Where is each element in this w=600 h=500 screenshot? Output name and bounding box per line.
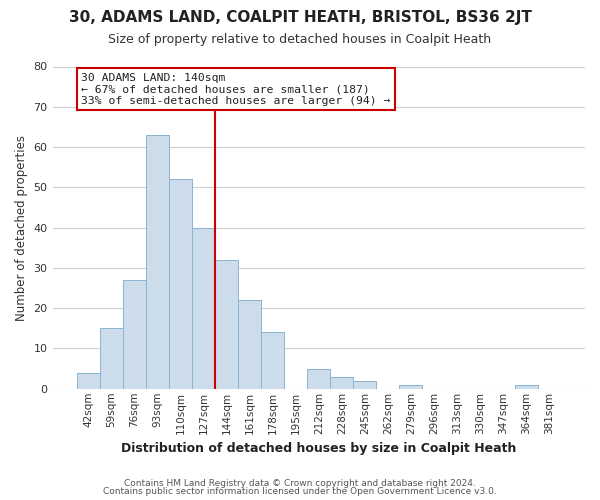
Bar <box>330 376 353 389</box>
Text: Size of property relative to detached houses in Coalpit Heath: Size of property relative to detached ho… <box>109 32 491 46</box>
Bar <box>123 280 146 389</box>
Bar <box>100 328 123 389</box>
Bar <box>146 135 169 389</box>
Bar <box>169 180 192 389</box>
Bar <box>307 368 330 389</box>
X-axis label: Distribution of detached houses by size in Coalpit Heath: Distribution of detached houses by size … <box>121 442 517 455</box>
Bar <box>77 372 100 389</box>
Text: Contains public sector information licensed under the Open Government Licence v3: Contains public sector information licen… <box>103 487 497 496</box>
Text: 30, ADAMS LAND, COALPIT HEATH, BRISTOL, BS36 2JT: 30, ADAMS LAND, COALPIT HEATH, BRISTOL, … <box>68 10 532 25</box>
Bar <box>192 228 215 389</box>
Bar <box>215 260 238 389</box>
Text: Contains HM Land Registry data © Crown copyright and database right 2024.: Contains HM Land Registry data © Crown c… <box>124 478 476 488</box>
Y-axis label: Number of detached properties: Number of detached properties <box>15 134 28 320</box>
Bar <box>515 384 538 389</box>
Bar <box>261 332 284 389</box>
Bar <box>400 384 422 389</box>
Bar <box>353 380 376 389</box>
Text: 30 ADAMS LAND: 140sqm
← 67% of detached houses are smaller (187)
33% of semi-det: 30 ADAMS LAND: 140sqm ← 67% of detached … <box>82 72 391 106</box>
Bar <box>238 300 261 389</box>
